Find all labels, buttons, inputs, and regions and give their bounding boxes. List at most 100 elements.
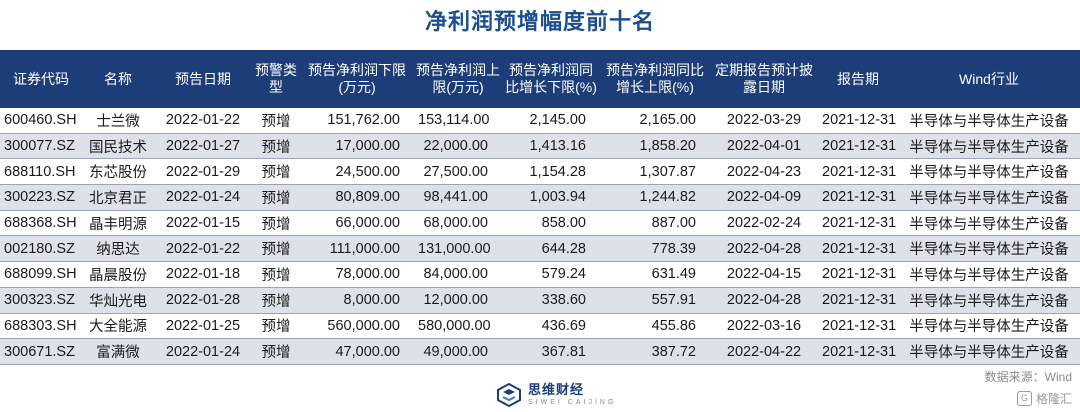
table-cell: 2021-12-31 — [818, 184, 898, 211]
table-cell: 12,000.00 — [414, 287, 502, 314]
table-cell: 2,165.00 — [600, 108, 710, 134]
table-cell: 预增 — [252, 338, 300, 365]
table-header-row: 证券代码 名称 预告日期 预警类型 预告净利润下限(万元) 预告净利润上限(万元) 预告净利… — [0, 50, 1080, 108]
siwei-logo-icon — [497, 382, 521, 408]
table-cell: 2,145.00 — [502, 108, 600, 134]
table-cell: 半导体与半导体生产设备 — [898, 184, 1080, 211]
table-cell: 68,000.00 — [414, 210, 502, 237]
table-cell: 纳思达 — [82, 235, 154, 263]
column-header: 预告净利润同比增长下限(%) — [502, 50, 600, 108]
table-cell: 300077.SZ — [0, 133, 82, 160]
table-cell: 半导体与半导体生产设备 — [898, 261, 1080, 288]
table-cell: 2022-04-09 — [710, 184, 818, 211]
table-cell: 预增 — [252, 261, 300, 288]
table-cell: 东芯股份 — [82, 158, 154, 186]
table-cell: 2021-12-31 — [818, 313, 898, 340]
table-cell: 2021-12-31 — [818, 158, 898, 186]
table-cell: 2022-02-24 — [710, 210, 818, 237]
table-cell: 预增 — [252, 287, 300, 314]
table-cell: 2022-04-15 — [710, 261, 818, 288]
table-cell: 858.00 — [502, 210, 600, 237]
column-header: 预告净利润同比增长上限(%) — [600, 50, 710, 108]
table-cell: 66,000.00 — [300, 210, 414, 237]
table-cell: 华灿光电 — [82, 287, 154, 314]
table-cell: 半导体与半导体生产设备 — [898, 108, 1080, 134]
table-cell: 631.49 — [600, 261, 710, 288]
table-cell: 预增 — [252, 133, 300, 160]
table-cell: 半导体与半导体生产设备 — [898, 313, 1080, 340]
table-cell: 002180.SZ — [0, 235, 82, 263]
table-cell: 2022-04-28 — [710, 235, 818, 263]
table-body: 600460.SH 士兰微 2022-01-22 预增 151,762.00 153,11… — [0, 108, 1080, 365]
table-cell: 367.81 — [502, 338, 600, 365]
table-cell: 49,000.00 — [414, 338, 502, 365]
table-cell: 98,441.00 — [414, 184, 502, 211]
siwei-logo: 思维财经 SIWEI CAIJING — [496, 382, 616, 412]
table-cell: 半导体与半导体生产设备 — [898, 338, 1080, 365]
table-cell: 1,858.20 — [600, 133, 710, 160]
table-cell: 153,114.00 — [414, 108, 502, 134]
table-cell: 27,500.00 — [414, 158, 502, 186]
table-cell: 2022-04-22 — [710, 338, 818, 365]
table-cell: 644.28 — [502, 235, 600, 263]
table-cell: 47,000.00 — [300, 338, 414, 365]
table-row: 300671.SZ 富满微 2022-01-24 预增 47,000.00 49,000.… — [0, 338, 1080, 365]
column-header: 证券代码 — [0, 50, 82, 108]
table-cell: 半导体与半导体生产设备 — [898, 287, 1080, 314]
table-row: 688110.SH 东芯股份 2022-01-29 预增 24,500.00 27,500… — [0, 158, 1080, 186]
table-cell: 北京君正 — [82, 184, 154, 211]
table-cell: 688303.SH — [0, 313, 82, 340]
table-row: 688099.SH 晶晨股份 2022-01-18 预增 78,000.00 84,000… — [0, 261, 1080, 288]
table-cell: 688110.SH — [0, 158, 82, 186]
table-cell: 2022-01-27 — [154, 133, 252, 160]
table-cell: 1,244.82 — [600, 184, 710, 211]
table-cell: 2022-01-28 — [154, 287, 252, 314]
table-cell: 300323.SZ — [0, 287, 82, 314]
table-cell: 151,762.00 — [300, 108, 414, 134]
table-cell: 2022-03-16 — [710, 313, 818, 340]
column-header: 名称 — [82, 50, 154, 108]
table-cell: 80,809.00 — [300, 184, 414, 211]
table-cell: 2022-01-15 — [154, 210, 252, 237]
column-header: 报告期 — [818, 50, 898, 108]
table-cell: 2021-12-31 — [818, 338, 898, 365]
table-cell: 预增 — [252, 184, 300, 211]
data-source-note: 数据来源：Wind — [984, 370, 1072, 384]
table-cell: 预增 — [252, 313, 300, 340]
column-header: 预警类型 — [252, 50, 300, 108]
table-cell: 24,500.00 — [300, 158, 414, 186]
table-cell: 2022-01-25 — [154, 313, 252, 340]
table-cell: 预增 — [252, 235, 300, 263]
table-cell: 2022-01-18 — [154, 261, 252, 288]
table-cell: 半导体与半导体生产设备 — [898, 235, 1080, 263]
table-cell: 300671.SZ — [0, 338, 82, 365]
table-cell: 688099.SH — [0, 261, 82, 288]
column-header: 预告净利润下限(万元) — [300, 50, 414, 108]
table-row: 300323.SZ 华灿光电 2022-01-28 预增 8,000.00 12,000.… — [0, 287, 1080, 314]
table-cell: 半导体与半导体生产设备 — [898, 158, 1080, 186]
table-cell: 560,000.00 — [300, 313, 414, 340]
table-cell: 2022-01-24 — [154, 338, 252, 365]
table-cell: 1,413.16 — [502, 133, 600, 160]
table-row: 600460.SH 士兰微 2022-01-22 预增 151,762.00 153,11… — [0, 108, 1080, 134]
table-cell: 131,000.00 — [414, 235, 502, 263]
table-cell: 士兰微 — [82, 108, 154, 134]
table-cell: 778.39 — [600, 235, 710, 263]
table-cell: 2021-12-31 — [818, 287, 898, 314]
table-cell: 22,000.00 — [414, 133, 502, 160]
table-cell: 17,000.00 — [300, 133, 414, 160]
watermark: G 格隆汇 — [1016, 390, 1072, 407]
table-cell: 2021-12-31 — [818, 210, 898, 237]
table-cell: 半导体与半导体生产设备 — [898, 133, 1080, 160]
column-header: Wind行业 — [898, 50, 1080, 108]
table-cell: 8,000.00 — [300, 287, 414, 314]
table-cell: 晶晨股份 — [82, 261, 154, 288]
column-header: 预告日期 — [154, 50, 252, 108]
table-row: 688368.SH 晶丰明源 2022-01-15 预增 66,000.00 68,000… — [0, 210, 1080, 237]
page-title: 净利润预增幅度前十名 — [424, 9, 655, 34]
table-cell: 2022-01-24 — [154, 184, 252, 211]
column-header: 预告净利润上限(万元) — [414, 50, 502, 108]
table-cell: 579.24 — [502, 261, 600, 288]
table-cell: 预增 — [252, 158, 300, 186]
gelonghui-icon: G — [1016, 391, 1032, 406]
